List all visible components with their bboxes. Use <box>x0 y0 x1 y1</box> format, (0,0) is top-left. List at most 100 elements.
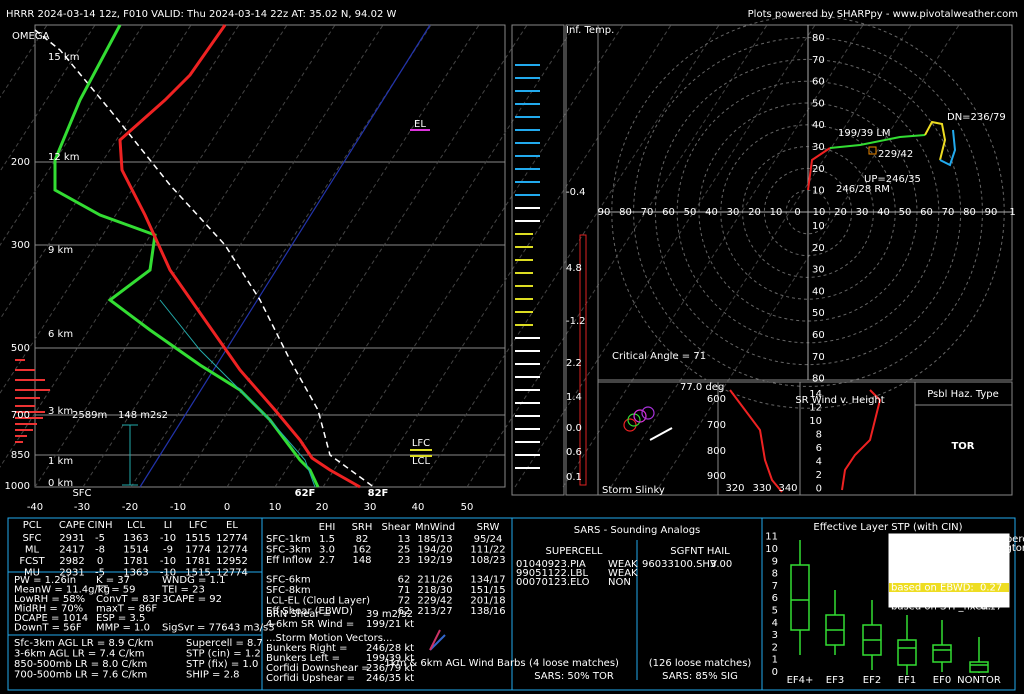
isotherm <box>562 24 864 488</box>
label: 151/15 <box>470 585 505 596</box>
label: SRW <box>477 522 500 533</box>
label: 246/35 kt <box>366 673 414 684</box>
label: -10 <box>160 533 176 544</box>
label: 12774 <box>216 533 248 544</box>
label: 1.5 <box>319 534 335 545</box>
label: 40 <box>877 207 890 218</box>
label: 1km & 6km AGL Wind Barbs <box>384 658 525 669</box>
label: OMEGA <box>12 31 50 42</box>
label: SFC-8km <box>266 585 311 596</box>
label: 0.08 <box>980 573 1002 584</box>
label: LFC <box>189 520 207 531</box>
label: 70 <box>942 207 955 218</box>
label: 72 <box>398 596 411 607</box>
label: 0.14 <box>980 554 1002 565</box>
label: 30 <box>812 142 825 153</box>
wetbulb-trace <box>159 299 316 488</box>
label: SARS: 50% TOR <box>534 671 614 682</box>
label: 1 <box>1009 207 1015 218</box>
label: 13 <box>398 534 411 545</box>
srwind-trace <box>841 389 882 491</box>
label: 0.17 <box>980 592 1002 603</box>
label: DownT = 56F <box>14 623 82 634</box>
layout <box>0 15 1016 691</box>
label: 213/27 <box>417 606 452 617</box>
label: 50 <box>812 308 825 319</box>
label: -10 <box>160 556 176 567</box>
label: 12774 <box>216 545 248 556</box>
label: 96033100.SHV <box>642 559 717 570</box>
label: 90 <box>985 207 998 218</box>
label: 246/28 RM <box>836 184 890 195</box>
label: Corfidi Upshear = <box>266 673 355 684</box>
label: 20 <box>316 502 329 513</box>
label: 0.06 <box>980 564 1002 575</box>
label: 111/22 <box>470 545 505 556</box>
isotherm <box>0 24 192 321</box>
label: 30 <box>727 207 740 218</box>
label: 4.8 <box>566 263 582 274</box>
isotherm <box>274 24 576 488</box>
label: SFC-1km <box>266 534 311 545</box>
label: 10 <box>813 207 826 218</box>
label: 850-500mb LR = 8.0 C/km <box>14 659 147 670</box>
label: Critical Angle = 71 <box>612 351 706 362</box>
label: 99051122.LBL <box>516 568 589 579</box>
label: 50 <box>899 207 912 218</box>
label: 1781 <box>123 556 148 567</box>
label: -10 <box>170 502 186 513</box>
label: 80 <box>619 207 632 218</box>
slinky <box>623 418 637 432</box>
label: MU <box>24 568 40 579</box>
label: 20 <box>812 164 825 175</box>
dewpoint-trace <box>53 24 320 488</box>
prob-box <box>887 532 1011 609</box>
label: 500 <box>11 343 30 354</box>
label: 5 <box>772 606 778 617</box>
label: 1363 <box>123 533 148 544</box>
label: 77.0 deg <box>680 382 724 393</box>
label: 200 <box>11 157 30 168</box>
label: 2931 <box>59 568 84 579</box>
wind-barb <box>429 629 441 651</box>
skewt-frame <box>34 24 506 488</box>
label: -8 <box>95 545 105 556</box>
label: SFC-6km <box>266 575 311 586</box>
label: Effective Layer STP (with CIN) <box>813 522 962 533</box>
label: 40 <box>812 286 825 297</box>
highlight <box>889 583 1009 592</box>
label: 229/42 <box>878 149 913 160</box>
label: EF4+ <box>787 675 814 686</box>
label: SARS: 85% SIG <box>662 671 738 682</box>
temperature-trace <box>118 24 361 489</box>
label: -0.4 <box>566 187 586 198</box>
label: ConvT = 83F <box>96 594 161 605</box>
label: Prob EF2+ torn with supercell <box>891 534 1024 545</box>
label: WEAK <box>608 568 638 579</box>
label: 50 <box>684 207 697 218</box>
isotherm <box>0 24 240 394</box>
label: DCAPE = 1014 <box>14 613 88 624</box>
inf-temp-frame <box>511 24 565 496</box>
label: 1.4 <box>566 392 582 403</box>
isotherm <box>82 24 384 488</box>
label: 2 <box>816 470 822 481</box>
label: Eff Shear (EBWD) <box>266 606 353 617</box>
label: 211/26 <box>417 575 452 586</box>
label: 0 km <box>48 478 73 489</box>
label: SFC-3km <box>266 545 311 556</box>
label: BRN Shear = <box>266 609 331 620</box>
label: 70 <box>641 207 654 218</box>
label: TEI = 23 <box>161 585 205 596</box>
label: based on CAPE: <box>891 554 970 565</box>
label: 138/16 <box>470 606 505 617</box>
label: EL <box>226 520 238 531</box>
label: (126 loose matches) <box>649 658 752 669</box>
label: 01040923.PIA <box>516 559 586 570</box>
isotherm <box>610 24 912 488</box>
label: 700 <box>11 410 30 421</box>
label: 50 <box>461 502 474 513</box>
label: 1 km <box>48 456 73 467</box>
label: 4-6km SR Wind = <box>266 619 354 630</box>
label: 12952 <box>216 556 248 567</box>
